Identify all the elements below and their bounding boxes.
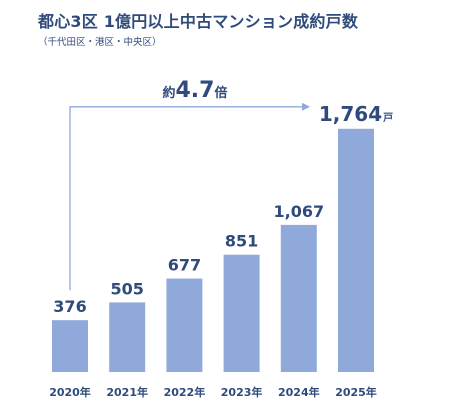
- growth-arrow: [69, 102, 310, 291]
- value-label-2024年: 1,067: [273, 202, 324, 221]
- x-tick-label-2020年: 2020年: [49, 385, 91, 399]
- bar-2023年: [223, 254, 260, 372]
- bar-2021年: [109, 302, 146, 372]
- chart-subtitle: （千代田区・港区・中央区）: [38, 37, 162, 48]
- value-label-2023年: 851: [225, 232, 258, 251]
- growth-prefix: 約: [162, 85, 175, 101]
- value-label-2021年: 505: [110, 279, 143, 298]
- value-label-2020年: 376: [53, 297, 86, 316]
- bar-2025年: [338, 128, 374, 372]
- value-label-2025年: 1,764戸: [319, 102, 393, 126]
- growth-value: 4.7: [176, 78, 215, 103]
- x-tick-label-2023年: 2023年: [221, 385, 263, 399]
- growth-suffix: 倍: [214, 85, 227, 101]
- chart-title: 都心3区 1億円以上中古マンション成約戸数: [38, 12, 359, 31]
- bar-2020年: [52, 320, 88, 372]
- x-tick-label-2022年: 2022年: [164, 385, 206, 399]
- x-tick-label-2024年: 2024年: [278, 385, 320, 399]
- growth-annotation: 約4.7倍: [162, 78, 227, 103]
- value-unit-label: 戸: [383, 112, 393, 124]
- x-tick-label-2021年: 2021年: [106, 385, 148, 399]
- bar-2024年: [280, 224, 317, 372]
- value-label-2022年: 677: [168, 256, 201, 275]
- x-tick-label-2025年: 2025年: [335, 385, 377, 399]
- bar-2022年: [166, 278, 203, 372]
